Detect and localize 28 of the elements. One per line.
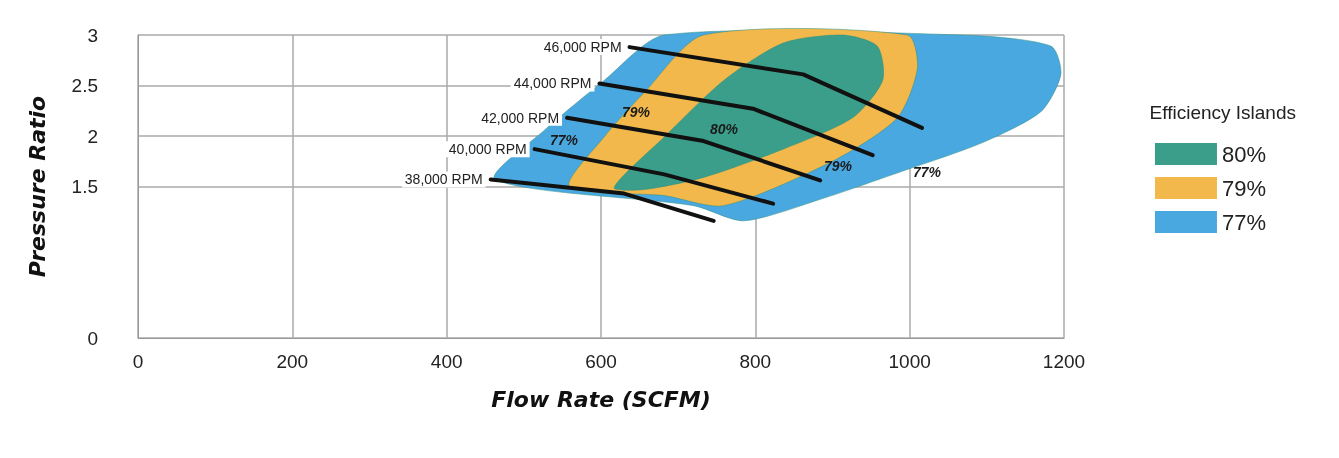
legend-label: 77%: [1221, 209, 1267, 235]
x-tick-label: 400: [430, 351, 463, 372]
x-tick-label: 1200: [1042, 351, 1086, 372]
y-tick-label: 2.5: [71, 75, 98, 96]
annotation: 77%: [550, 132, 579, 148]
y-tick-label: 1.5: [71, 176, 98, 197]
series-label: 44,000 RPM: [513, 75, 592, 92]
y-tick-label: 0: [87, 327, 98, 349]
x-tick-label: 0: [132, 351, 144, 372]
y-tick-label: 2: [87, 125, 98, 147]
x-tick-label: 1000: [888, 351, 931, 372]
legend-label: 79%: [1221, 175, 1267, 201]
x-tick-label: 600: [585, 351, 617, 372]
annotation: 80%: [710, 121, 739, 137]
annotation: 79%: [622, 104, 651, 120]
x-axis-title: Flow Rate (SCFM): [491, 386, 711, 412]
x-tick-label: 200: [276, 351, 309, 372]
annotation: 77%: [913, 164, 942, 180]
legend-title: Efficiency Islands: [1149, 102, 1297, 123]
legend-label: 80%: [1221, 141, 1267, 167]
y-tick-label: 3: [87, 24, 98, 46]
series-label: 42,000 RPM: [481, 109, 560, 126]
annotation: 79%: [824, 158, 853, 174]
series-label: 46,000 RPM: [543, 39, 622, 56]
y-axis-title: Pressure Ratio: [24, 95, 50, 278]
x-tick-label: 800: [739, 351, 772, 372]
series-label: 38,000 RPM: [404, 171, 483, 188]
series-label: 40,000 RPM: [448, 141, 527, 158]
